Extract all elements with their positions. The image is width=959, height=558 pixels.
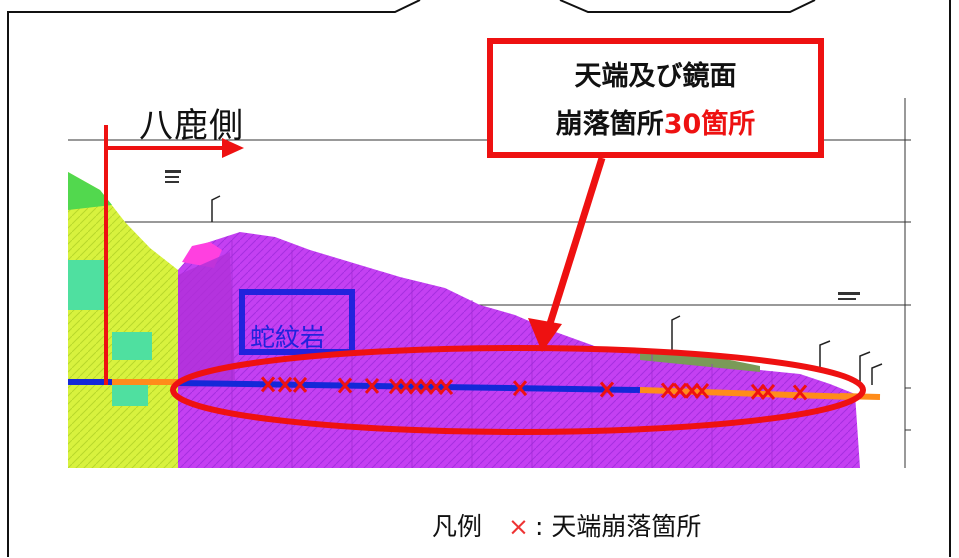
collapse-markers: [260, 376, 808, 401]
rock-type-label: 蛇紋岩: [250, 323, 326, 352]
green-layer-portal: [112, 384, 148, 406]
collapse-marker: [792, 384, 808, 401]
collapse-marker: [260, 376, 276, 393]
collapse-marker: [292, 376, 308, 393]
collapse-marker: [277, 376, 293, 393]
legend-description: : 天端崩落箇所: [534, 512, 702, 541]
collapse-zone-ellipse: [170, 345, 866, 435]
callout-pointer-arrow: [528, 156, 606, 352]
collapse-marker: [337, 377, 353, 394]
callout-title: 天端及び鏡面: [574, 61, 737, 92]
rock-label-box: [239, 289, 355, 355]
soil-layer-left: [68, 172, 178, 468]
survey-markers: [211, 195, 883, 385]
collapse-marker: [512, 380, 528, 397]
side-label: 八鹿側: [139, 106, 244, 146]
green-layer-left: [68, 260, 108, 310]
collapse-marker: [760, 383, 776, 400]
callout-count-prefix: 崩落箇所: [555, 109, 664, 140]
collapse-marker: [694, 382, 710, 399]
collapse-marker: [660, 382, 676, 399]
surface-strip: [640, 352, 760, 372]
collapse-marker: [672, 382, 688, 399]
drawing-notes: [165, 170, 860, 300]
fault-zone: [178, 252, 235, 390]
collapse-callout: 天端及び鏡面 崩落箇所30箇所: [487, 38, 824, 158]
page-frame: [7, 0, 951, 557]
legend-prefix: 凡例: [432, 512, 483, 541]
callout-count: 30箇所: [663, 109, 756, 140]
collapse-marker: [438, 379, 454, 396]
collapse-marker-icon: ×: [508, 512, 529, 541]
green-layer-lower: [112, 332, 152, 360]
callout-count-line: 崩落箇所30箇所: [493, 102, 818, 141]
elevation-scale: [904, 98, 911, 468]
collapse-marker: [599, 381, 615, 398]
side-direction-arrow: [104, 125, 244, 385]
collapse-marker: [364, 377, 380, 394]
green-layer-top: [68, 172, 112, 210]
legend: 凡例 ×: 天端崩落箇所: [432, 507, 701, 543]
